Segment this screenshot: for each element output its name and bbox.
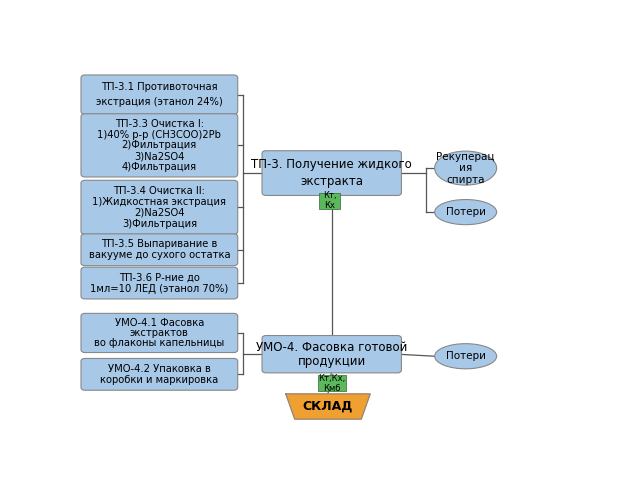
Text: Потери: Потери [445,351,486,361]
Text: УМО-4.2 Упаковка в: УМО-4.2 Упаковка в [108,364,211,374]
FancyBboxPatch shape [319,192,340,209]
Text: 1)40% р-р (CH3COO)2Pb: 1)40% р-р (CH3COO)2Pb [97,130,221,140]
Text: вакууме до сухого остатка: вакууме до сухого остатка [88,251,230,261]
Text: 2)Фильтрация: 2)Фильтрация [122,140,197,150]
FancyBboxPatch shape [317,375,346,391]
Text: коробки и маркировка: коробки и маркировка [100,375,218,385]
FancyBboxPatch shape [81,75,237,114]
Text: УМО-4. Фасовка готовой: УМО-4. Фасовка готовой [256,341,408,354]
Text: 1)Жидкостная экстрация: 1)Жидкостная экстрация [92,197,227,207]
Text: ТП-3. Получение жидкого: ТП-3. Получение жидкого [252,158,412,171]
Text: Кт,
Кх: Кт, Кх [323,191,336,210]
Polygon shape [286,394,370,419]
FancyBboxPatch shape [81,234,237,266]
Text: ТП-3.1 Противоточная: ТП-3.1 Противоточная [101,83,218,92]
Text: Рекуперац
ия
спирта: Рекуперац ия спирта [436,152,495,185]
Ellipse shape [435,200,497,225]
Text: Кт,Кх,
Кмб: Кт,Кх, Кмб [318,373,346,393]
Text: экстрактов: экстрактов [130,328,189,338]
Ellipse shape [435,151,497,185]
Text: Потери: Потери [445,207,486,217]
FancyBboxPatch shape [81,180,237,234]
Text: ТП-3.6 Р-ние до: ТП-3.6 Р-ние до [119,273,200,282]
Text: ТП-3.5 Выпаривание в: ТП-3.5 Выпаривание в [101,239,218,249]
Text: продукции: продукции [298,355,366,368]
Text: СКЛАД: СКЛАД [303,400,353,413]
Text: 1мл=10 ЛЕД (этанол 70%): 1мл=10 ЛЕД (этанол 70%) [90,284,228,294]
Text: 3)Фильтрация: 3)Фильтрация [122,219,197,229]
FancyBboxPatch shape [262,336,401,373]
Text: экстракта: экстракта [300,175,364,188]
Text: 2)Na2SO4: 2)Na2SO4 [134,208,184,218]
Text: 3)Na2SO4: 3)Na2SO4 [134,151,184,161]
Text: экстрация (этанол 24%): экстрация (этанол 24%) [96,97,223,107]
FancyBboxPatch shape [81,267,237,299]
Text: во флаконы капельницы: во флаконы капельницы [94,338,225,348]
Text: ТП-3.3 Очистка I:: ТП-3.3 Очистка I: [115,119,204,129]
Text: ТП-3.4 Очистка II:: ТП-3.4 Очистка II: [113,186,205,195]
FancyBboxPatch shape [81,359,237,390]
Text: УМО-4.1 Фасовка: УМО-4.1 Фасовка [115,318,204,328]
Text: 4)Фильтрация: 4)Фильтрация [122,162,197,172]
Ellipse shape [435,344,497,369]
FancyBboxPatch shape [81,114,237,177]
FancyBboxPatch shape [262,151,401,195]
FancyBboxPatch shape [81,313,237,352]
